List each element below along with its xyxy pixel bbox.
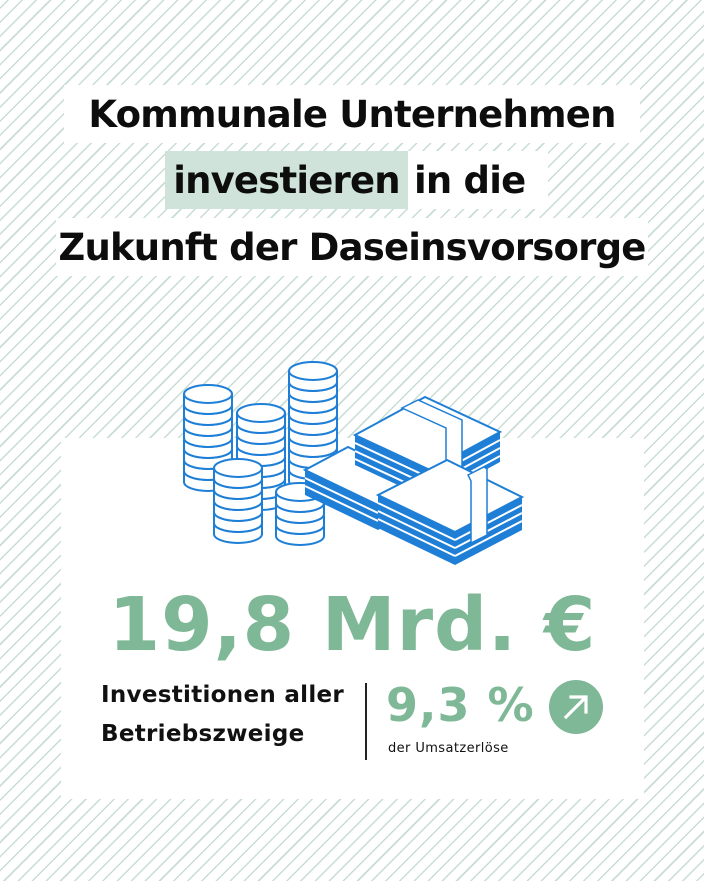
- investment-label-line-2: Betriebszweige: [101, 721, 305, 747]
- headline-highlight-text: investieren: [173, 158, 400, 202]
- coins-and-banknote-stacks-icon: [183, 361, 525, 565]
- headline-highlight-box: investieren: [165, 151, 408, 209]
- headline-line-1: Kommunale Unternehmen: [64, 85, 640, 143]
- vertical-divider: [365, 683, 367, 760]
- headline-line-3: Zukunft der Daseinsvorsorge: [56, 218, 648, 276]
- revenue-share-label: der Umsatzerlöse: [388, 741, 509, 756]
- revenue-share-value: 9,3 %: [386, 678, 535, 732]
- main-investment-value: 19,8 Mrd. €: [108, 582, 597, 668]
- headline-line-2-rest-text: in die: [414, 158, 526, 202]
- investment-label-line-1: Investitionen aller: [101, 682, 345, 708]
- headline-line-3-text: Zukunft der Daseinsvorsorge: [58, 225, 646, 269]
- headline-line-2-rest: in die: [408, 151, 548, 209]
- arrow-up-right-icon: [549, 680, 603, 734]
- headline-line-1-text: Kommunale Unternehmen: [88, 92, 616, 136]
